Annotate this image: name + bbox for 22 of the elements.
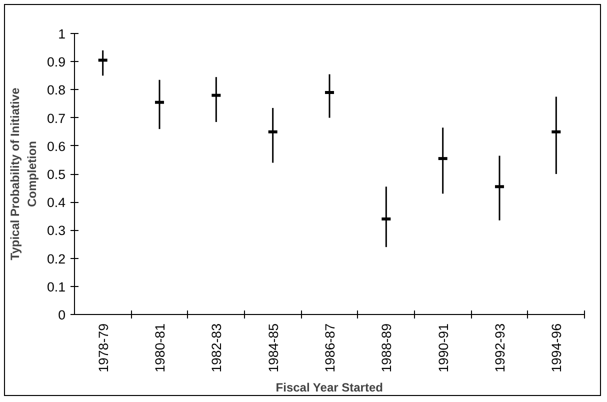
y-tick-label: 0.9: [46, 54, 66, 70]
x-tick-label: 1980-81: [152, 323, 168, 372]
y-axis-title: Typical Probability of Initiative Completion: [8, 87, 39, 260]
x-axis-title: Fiscal Year Started: [276, 380, 383, 394]
x-tick-label: 1990-91: [436, 323, 451, 372]
y-tick-label: 0.5: [46, 167, 66, 182]
x-tick-label: 1988-89: [379, 323, 394, 372]
y-tick-label: 0.3: [46, 223, 66, 238]
y-tick-label: 0: [58, 308, 66, 322]
y-tick-label: 0.6: [46, 138, 66, 154]
x-tick-label: 1982-83: [209, 323, 224, 372]
x-tick-label: 1978-79: [96, 323, 111, 372]
x-tick-label: 1992-93: [492, 323, 508, 372]
y-tick-label: 0.1: [46, 279, 66, 294]
y-tick-label: 1: [58, 26, 66, 42]
y-tick-label: 0.7: [46, 110, 66, 126]
x-tick-label: 1986-87: [322, 323, 338, 372]
x-tick-label: 1984-85: [266, 323, 281, 372]
y-tick-label: 0.8: [46, 82, 66, 98]
x-tick-label: 1994-96: [549, 323, 564, 372]
y-tick-label: 0.2: [46, 251, 66, 266]
y-tick-label: 0.4: [46, 195, 66, 210]
